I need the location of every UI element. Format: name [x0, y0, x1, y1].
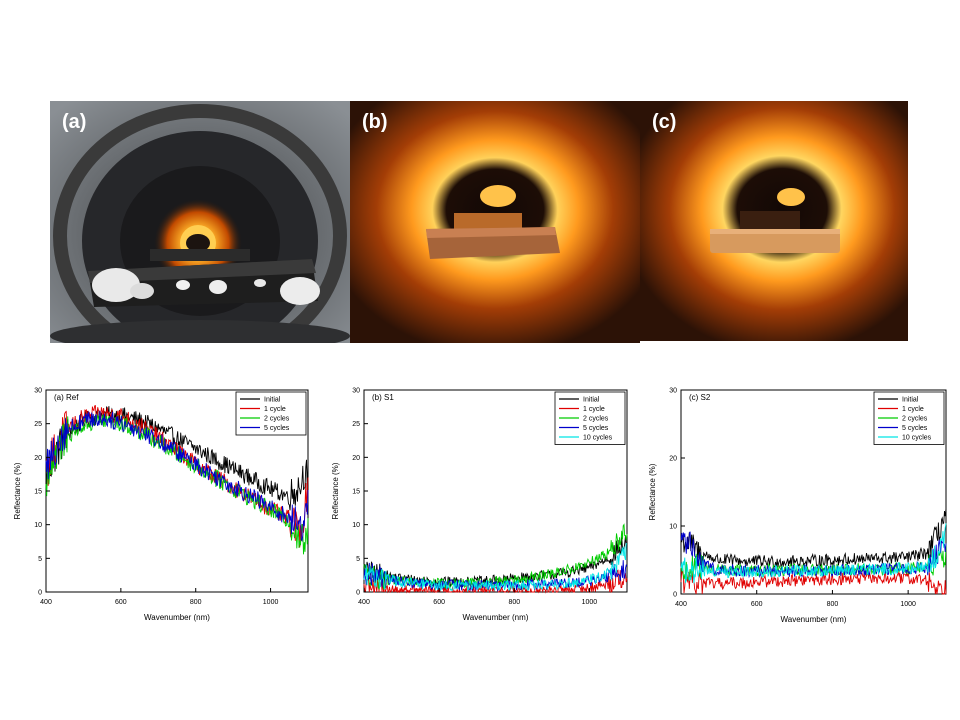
furnace-image-c — [640, 101, 908, 341]
y-tick-label: 15 — [34, 489, 42, 496]
legend-entry: Initial — [583, 397, 600, 404]
x-tick-label: 1000 — [900, 601, 916, 608]
y-tick-label: 20 — [352, 455, 360, 462]
y-tick-label: 25 — [34, 421, 42, 428]
x-tick-label: 800 — [190, 599, 202, 606]
y-axis-label: Reflectance (%) — [331, 462, 340, 519]
legend-entry: 5 cycles — [902, 425, 928, 432]
series-line-1-cycle — [680, 569, 947, 595]
legend-entry: Initial — [264, 397, 281, 404]
chart-panel-a: 400 600 800 1000 0 5 10 15 20 25 30 Wavenumber (nm)… — [0, 380, 320, 630]
x-tick-label: 400 — [358, 599, 370, 606]
furnace-photo-b: (b) — [350, 101, 640, 343]
series-line-5-cycles — [45, 410, 309, 543]
furnace-image-b — [350, 101, 640, 343]
reflectance-chart-a: 400 600 800 1000 0 5 10 15 20 25 30 Wavenumber (nm)… — [13, 388, 309, 622]
y-tick-label: 30 — [669, 388, 677, 395]
panel-title: (c) S2 — [689, 393, 711, 402]
y-tick-label: 10 — [669, 524, 677, 531]
furnace-image-a — [50, 101, 350, 343]
legend-entry: 2 cycles — [583, 416, 609, 423]
reflectance-chart-b: 400 600 800 1000 0 5 10 15 20 25 30 Wavenumber (nm)… — [331, 388, 628, 622]
legend-entry: 1 cycle — [264, 406, 286, 413]
y-axis-label: Reflectance (%) — [648, 463, 657, 520]
legend-entry: 10 cycles — [902, 435, 932, 442]
series-line-10-cycles — [680, 523, 947, 584]
x-tick-label: 800 — [827, 601, 839, 608]
y-tick-label: 30 — [352, 388, 360, 395]
legend-entry: 10 cycles — [583, 435, 613, 442]
photo-label-b: (b) — [362, 111, 388, 133]
furnace-photo-c: (c) — [640, 101, 908, 341]
series-line-2-cycles — [363, 523, 628, 591]
y-tick-label: 10 — [352, 522, 360, 529]
x-axis-label: Wavenumber (nm) — [781, 615, 847, 624]
legend-entry: 5 cycles — [264, 425, 290, 432]
y-tick-label: 5 — [38, 556, 42, 563]
series-line-1-cycle — [45, 405, 309, 548]
x-axis-label: Wavenumber (nm) — [463, 613, 529, 622]
y-tick-label: 15 — [352, 489, 360, 496]
y-tick-label: 20 — [34, 455, 42, 462]
x-tick-label: 400 — [40, 599, 52, 606]
y-tick-label: 10 — [34, 522, 42, 529]
x-tick-label: 1000 — [263, 599, 279, 606]
series-line-10-cycles — [363, 543, 627, 592]
plot-frame — [680, 389, 947, 595]
y-tick-label: 0 — [673, 592, 677, 599]
panel-title: (a) Ref — [54, 393, 79, 402]
y-tick-label: 20 — [669, 456, 677, 463]
y-tick-label: 30 — [34, 388, 42, 395]
chart-panel-b: 400 600 800 1000 0 5 10 15 20 25 30 Wavenumber (nm)… — [320, 380, 640, 630]
x-tick-label: 600 — [751, 601, 763, 608]
legend-entry: 2 cycles — [264, 416, 290, 423]
x-tick-label: 1000 — [582, 599, 598, 606]
photo-label-c: (c) — [652, 111, 677, 133]
y-tick-label: 0 — [356, 590, 360, 597]
x-tick-label: 800 — [508, 599, 520, 606]
chart-panel-c: 400 600 800 1000 0 10 20 30 Wavenumber (nm) Refle… — [640, 380, 960, 630]
legend-entry: Initial — [902, 397, 919, 404]
x-tick-label: 600 — [115, 599, 127, 606]
x-tick-label: 400 — [675, 601, 687, 608]
y-tick-label: 5 — [356, 556, 360, 563]
y-tick-label: 25 — [352, 421, 360, 428]
x-axis-label: Wavenumber (nm) — [144, 613, 210, 622]
legend-entry: 1 cycle — [902, 406, 924, 413]
series-line-2-cycles — [45, 414, 309, 555]
furnace-photo-a: (a) — [50, 101, 350, 343]
photo-label-a: (a) — [62, 111, 87, 133]
x-tick-label: 600 — [433, 599, 445, 606]
series-line-initial — [680, 508, 947, 568]
panel-title: (b) S1 — [372, 393, 394, 402]
reflectance-chart-c: 400 600 800 1000 0 10 20 30 Wavenumber (nm) Refle… — [648, 388, 947, 624]
legend-entry: 2 cycles — [902, 416, 928, 423]
legend-entry: 1 cycle — [583, 406, 605, 413]
y-tick-label: 0 — [38, 590, 42, 597]
y-axis-label: Reflectance (%) — [13, 462, 22, 519]
legend-entry: 5 cycles — [583, 425, 609, 432]
